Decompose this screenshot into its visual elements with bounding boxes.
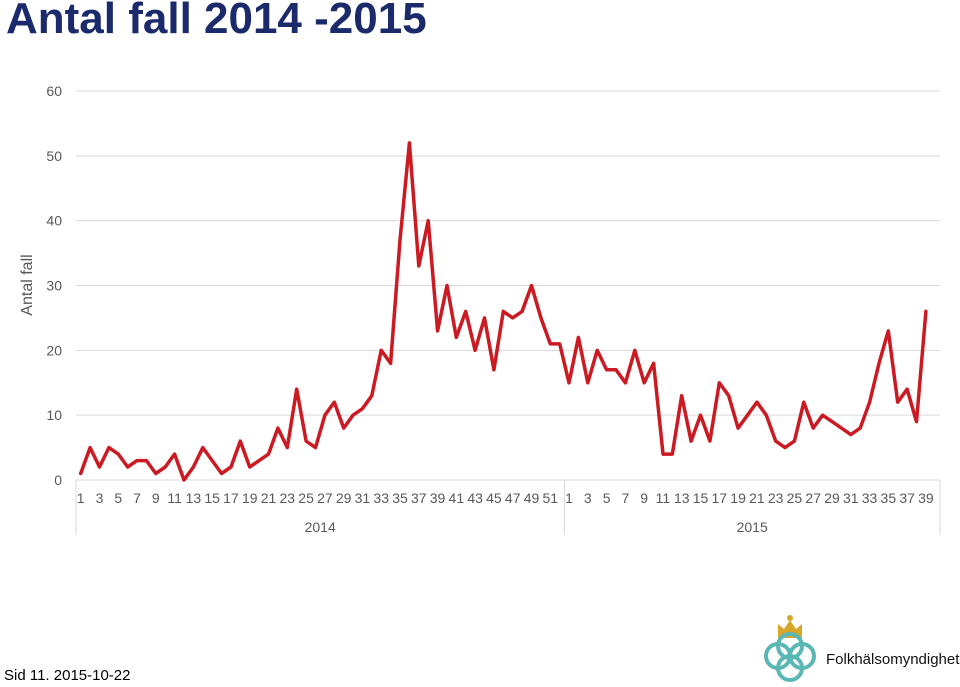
x-tick-label: 35 <box>881 490 897 506</box>
x-tick-label: 21 <box>261 490 277 506</box>
series-line <box>78 141 928 482</box>
x-tick-label: 37 <box>899 490 915 506</box>
x-tick-label: 9 <box>640 490 648 506</box>
x-tick-label: 11 <box>656 490 671 506</box>
x-tick-label: 13 <box>186 490 202 506</box>
x-tick-label: 25 <box>787 490 803 506</box>
y-tick-label: 30 <box>46 278 62 294</box>
x-tick-label: 31 <box>843 490 859 506</box>
x-tick-label: 5 <box>114 490 122 506</box>
y-tick-label: 50 <box>46 148 62 164</box>
x-tick-label: 33 <box>862 490 878 506</box>
x-tick-label: 7 <box>133 490 141 506</box>
y-tick-label: 0 <box>54 472 62 488</box>
x-tick-label: 7 <box>621 490 629 506</box>
y-tick-label: 20 <box>46 342 62 358</box>
y-axis-label: Antal fall <box>19 254 36 315</box>
slide-footer: Sid 11. 2015-10-22 <box>4 667 131 684</box>
y-tick-label: 60 <box>46 83 62 99</box>
y-tick-label: 40 <box>46 213 62 229</box>
x-tick-label: 35 <box>392 490 408 506</box>
knot-icon <box>764 632 816 682</box>
x-tick-label: 29 <box>824 490 840 506</box>
x-tick-label: 3 <box>96 490 104 506</box>
x-tick-label: 19 <box>730 490 746 506</box>
x-tick-label: 39 <box>430 490 446 506</box>
x-tick-label: 17 <box>223 490 239 506</box>
x-tick-label: 45 <box>486 490 502 506</box>
y-tick-label: 10 <box>46 407 62 423</box>
x-tick-label: 19 <box>242 490 258 506</box>
x-tick-label: 49 <box>524 490 540 506</box>
x-group-label: 2015 <box>737 519 768 535</box>
x-tick-label: 21 <box>749 490 765 506</box>
x-tick-label: 47 <box>505 490 521 506</box>
x-tick-label: 33 <box>373 490 389 506</box>
brand-name: Folkhälsomyndigheten <box>826 651 960 668</box>
x-tick-label: 1 <box>77 490 85 506</box>
x-tick-label: 23 <box>768 490 784 506</box>
x-tick-label: 11 <box>167 490 182 506</box>
x-tick-label: 31 <box>355 490 371 506</box>
x-tick-label: 25 <box>298 490 314 506</box>
x-tick-label: 27 <box>805 490 821 506</box>
x-tick-label: 27 <box>317 490 333 506</box>
x-tick-label: 39 <box>918 490 934 506</box>
x-tick-label: 5 <box>603 490 611 506</box>
x-tick-label: 15 <box>204 490 220 506</box>
x-tick-label: 51 <box>542 490 558 506</box>
x-group-label: 2014 <box>305 519 336 535</box>
x-tick-label: 3 <box>584 490 592 506</box>
x-tick-label: 41 <box>449 490 465 506</box>
x-tick-label: 23 <box>280 490 296 506</box>
x-tick-label: 1 <box>565 490 573 506</box>
x-tick-label: 37 <box>411 490 427 506</box>
x-tick-label: 43 <box>467 490 483 506</box>
x-tick-label: 17 <box>712 490 728 506</box>
x-tick-label: 15 <box>693 490 709 506</box>
folkhalsomyndigheten-logo <box>764 615 816 682</box>
page-title: Antal fall 2014 -2015 <box>6 0 427 43</box>
x-tick-label: 9 <box>152 490 160 506</box>
x-tick-label: 13 <box>674 490 690 506</box>
x-tick-label: 29 <box>336 490 352 506</box>
